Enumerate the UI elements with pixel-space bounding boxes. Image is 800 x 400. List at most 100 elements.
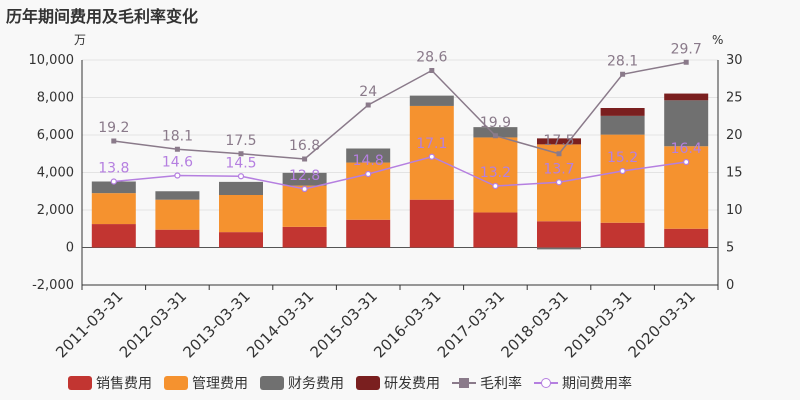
- y-right-tick-label: 0: [726, 278, 734, 293]
- data-label: 14.8: [353, 153, 384, 169]
- bar-segment: [91, 224, 136, 248]
- legend-label-sales: 销售费用: [96, 376, 152, 392]
- line-marker: [174, 172, 181, 179]
- legend-item-rnd[interactable]: 研发费用: [356, 373, 440, 393]
- bar-segment: [664, 100, 709, 147]
- bar-segment: [664, 93, 709, 101]
- y-left-tick-label: 6,000: [37, 128, 74, 143]
- legend-item-finance[interactable]: 财务费用: [260, 373, 344, 393]
- legend-item-sales[interactable]: 销售费用: [68, 373, 152, 393]
- legend-swatch-finance: [260, 376, 284, 390]
- line-marker: [683, 158, 690, 166]
- legend-item-admin[interactable]: 管理费用: [164, 373, 248, 393]
- legend-swatch-admin: [164, 376, 188, 390]
- data-label: 29.7: [671, 41, 702, 57]
- data-label: 28.6: [416, 50, 447, 66]
- x-tick-label: 2018-03-31: [497, 287, 571, 361]
- bar-segment: [664, 146, 709, 229]
- y-right-tick-label: 10: [726, 203, 743, 218]
- y-right-tick-label: 30: [726, 53, 743, 68]
- bar-segment: [155, 199, 200, 230]
- bar-segment: [600, 115, 645, 135]
- legend-label-admin: 管理费用: [192, 376, 248, 392]
- legend-swatch-sales: [68, 376, 92, 390]
- data-label: 14.6: [162, 155, 193, 171]
- data-label: 14.5: [225, 155, 256, 171]
- data-label: 18.1: [162, 128, 193, 144]
- bar-segment: [282, 226, 327, 248]
- line-marker: [237, 173, 245, 180]
- data-label: 13.2: [480, 165, 511, 181]
- data-label: 13.7: [543, 161, 574, 177]
- y-left-tick-label: 0: [66, 241, 74, 256]
- data-label: 28.1: [607, 53, 638, 69]
- data-label: 17.5: [543, 133, 574, 149]
- legend-swatch-rnd: [356, 376, 380, 390]
- legend-item-expense-rate[interactable]: 期间费用率: [534, 373, 632, 393]
- line-marker: [302, 156, 308, 162]
- line-marker: [428, 153, 435, 160]
- bar-segment: [219, 195, 263, 233]
- legend-swatch-gross-margin: [452, 376, 476, 390]
- y-right-tick-label: 25: [726, 91, 743, 106]
- bar-segment: [537, 247, 581, 250]
- bar-segment: [219, 181, 263, 195]
- data-label: 19.9: [480, 115, 511, 131]
- line-marker: [429, 68, 435, 73]
- y-left-tick-label: 2,000: [37, 203, 74, 218]
- bar-segment: [346, 219, 391, 248]
- bar-segment: [282, 185, 327, 227]
- line-marker: [238, 151, 244, 157]
- series-line: [113, 155, 687, 190]
- x-tick-label: 2017-03-31: [434, 287, 508, 361]
- bar-segment: [91, 193, 136, 225]
- left-axis-unit: 万: [74, 33, 86, 47]
- x-tick-label: 2011-03-31: [52, 287, 126, 361]
- bar-segment: [346, 148, 391, 163]
- bar-segment: [537, 221, 581, 248]
- line-marker: [683, 59, 689, 65]
- data-label: 15.2: [607, 150, 638, 166]
- bar-segment: [537, 138, 581, 145]
- bar-segment: [664, 228, 709, 248]
- bar-segment: [282, 172, 327, 186]
- data-label: 17.1: [416, 136, 447, 152]
- legend-label-gross-margin: 毛利率: [480, 376, 522, 392]
- x-tick-label: 2016-03-31: [370, 287, 444, 361]
- legend-label-finance: 财务费用: [288, 376, 344, 392]
- bar-segment: [473, 137, 518, 213]
- bar-segment: [91, 181, 136, 194]
- line-marker: [301, 185, 308, 193]
- bar-segment: [473, 212, 518, 248]
- data-label: 16.8: [289, 138, 320, 154]
- y-left-tick-label: 4,000: [37, 166, 74, 181]
- bar-segment: [409, 199, 454, 248]
- x-tick-label: 2020-03-31: [625, 287, 699, 361]
- x-tick-label: 2019-03-31: [561, 287, 635, 361]
- data-label: 19.2: [98, 120, 129, 136]
- x-tick-label: 2012-03-31: [116, 287, 190, 361]
- y-left-tick-label: -2,000: [32, 278, 74, 293]
- right-axis-unit: %: [712, 33, 723, 47]
- legend-label-expense-rate: 期间费用率: [562, 376, 632, 392]
- legend-label-rnd: 研发费用: [384, 376, 440, 392]
- bar-segment: [219, 232, 263, 248]
- bar-segment: [155, 229, 200, 248]
- data-label: 12.8: [289, 168, 320, 184]
- line-marker: [110, 178, 117, 185]
- line-marker: [365, 170, 372, 178]
- line-marker: [620, 71, 626, 77]
- y-left-tick-label: 8,000: [37, 91, 74, 106]
- legend-item-gross-margin[interactable]: 毛利率: [452, 373, 522, 393]
- legend: 销售费用 管理费用 财务费用 研发费用 毛利率 期间费用率: [68, 373, 632, 393]
- data-label: 16.4: [671, 141, 702, 157]
- bar-segment: [600, 222, 645, 248]
- bar-segment: [600, 108, 645, 116]
- y-right-tick-label: 20: [726, 128, 743, 143]
- y-right-tick-label: 15: [726, 166, 743, 181]
- legend-swatch-expense-rate: [534, 376, 558, 390]
- line-marker: [619, 167, 626, 175]
- line-marker: [111, 138, 117, 144]
- y-right-tick-label: 5: [726, 241, 734, 256]
